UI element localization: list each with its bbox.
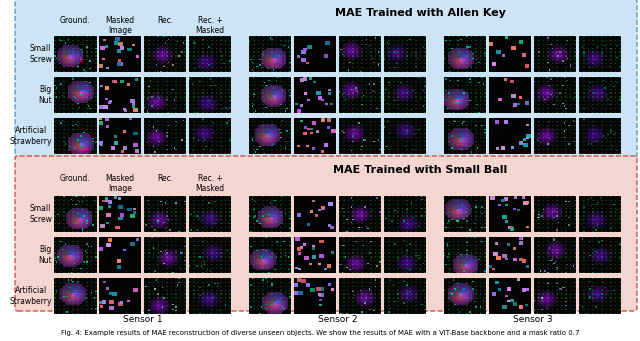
FancyBboxPatch shape <box>15 156 637 311</box>
Text: Sensor 2: Sensor 2 <box>317 315 357 324</box>
Text: Fig. 4: Example results of MAE reconstruction of diverse unseen objects. We show: Fig. 4: Example results of MAE reconstru… <box>61 330 579 336</box>
Text: MAE Trained with Allen Key: MAE Trained with Allen Key <box>335 8 506 18</box>
Text: Big
Nut: Big Nut <box>38 85 52 105</box>
FancyBboxPatch shape <box>15 0 637 158</box>
Text: Rec. +
Masked
Image: Rec. + Masked Image <box>195 16 225 46</box>
Text: Big
Nut: Big Nut <box>38 245 52 265</box>
Text: Sensor 3: Sensor 3 <box>513 315 552 324</box>
Text: MAE Trained with Small Ball: MAE Trained with Small Ball <box>333 165 507 175</box>
Text: Masked
Image: Masked Image <box>106 174 134 193</box>
Text: Masked
Image: Masked Image <box>106 16 134 35</box>
Text: Rec.: Rec. <box>157 174 173 183</box>
Text: Ground.: Ground. <box>60 16 90 25</box>
Text: Small
Screw: Small Screw <box>29 44 52 64</box>
Text: Rec. +
Masked
Image: Rec. + Masked Image <box>195 174 225 204</box>
Text: Artificial
Strawberry: Artificial Strawberry <box>10 286 52 306</box>
Text: Ground.: Ground. <box>60 174 90 183</box>
Text: Rec.: Rec. <box>157 16 173 25</box>
Text: Sensor 1: Sensor 1 <box>123 315 163 324</box>
Text: Artificial
Strawberry: Artificial Strawberry <box>10 126 52 146</box>
Text: Small
Screw: Small Screw <box>29 204 52 224</box>
